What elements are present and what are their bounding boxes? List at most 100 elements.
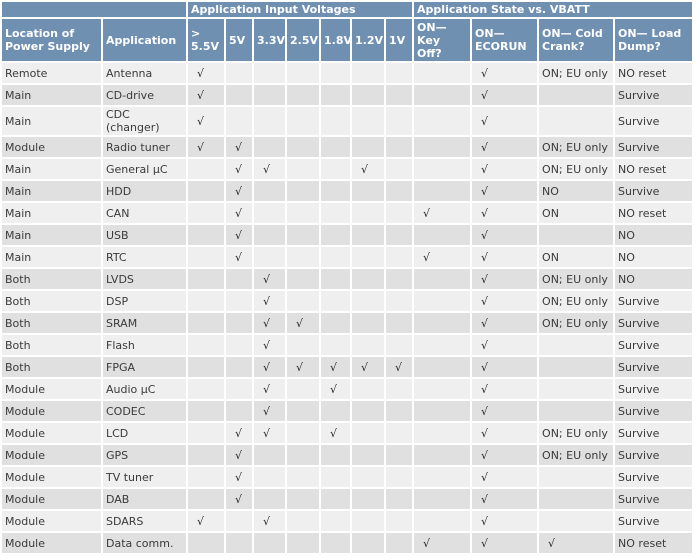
cell-v-2-5 [285, 531, 321, 555]
cell-v-1-2 [350, 223, 386, 247]
cell-key-off [412, 443, 473, 467]
cell-location: Both [0, 267, 103, 291]
cell-v-3-3 [252, 105, 287, 137]
cell-key-off [412, 135, 473, 159]
cell-application: USB [101, 223, 188, 247]
cell-v-3-3 [252, 531, 287, 555]
check-icon: √ [224, 201, 254, 225]
check-icon: √ [470, 61, 540, 85]
cell-v-5 [224, 509, 254, 533]
cell-cold-crank: ON; EU only [537, 311, 616, 335]
cell-v-1-2 [350, 105, 386, 137]
cell-location: Module [0, 421, 103, 445]
check-icon: √ [224, 135, 254, 159]
cell-key-off [412, 179, 473, 203]
cell-application: DSP [101, 289, 188, 313]
cell-cold-crank [537, 105, 616, 137]
cell-v-gt-5-5 [186, 311, 226, 335]
table-row: Both DSP √ √ ON; EU only Survive [0, 289, 695, 313]
cell-key-off [412, 465, 473, 489]
column-header-v-2-5: 2.5V [285, 17, 321, 63]
cell-v-1-2 [350, 377, 386, 401]
cell-v-1-8 [319, 105, 352, 137]
cell-v-1-8 [319, 61, 352, 85]
cell-location: Module [0, 377, 103, 401]
cell-key-off [412, 487, 473, 511]
check-icon: √ [224, 245, 254, 269]
check-icon: √ [470, 443, 540, 467]
check-icon: √ [252, 157, 287, 181]
cell-v-1-8 [319, 267, 352, 291]
cell-v-gt-5-5 [186, 355, 226, 379]
cell-load-dump: Survive [613, 421, 695, 445]
cell-v-5 [224, 105, 254, 137]
cell-cold-crank [537, 509, 616, 533]
cell-v-1-8 [319, 223, 352, 247]
table-row: Module CODEC √ √ Survive [0, 399, 695, 423]
cell-v-gt-5-5 [186, 289, 226, 313]
cell-v-2-5 [285, 289, 321, 313]
cell-application: CODEC [101, 399, 188, 423]
check-icon: √ [470, 465, 540, 489]
cell-v-5 [224, 399, 254, 423]
column-header-cold-crank: ON— Cold Crank? [537, 17, 616, 63]
cell-v-2-5 [285, 377, 321, 401]
cell-application: TV tuner [101, 465, 188, 489]
check-icon: √ [252, 355, 287, 379]
check-icon: √ [186, 509, 226, 533]
cell-application: Data comm. [101, 531, 188, 555]
cell-location: Main [0, 157, 103, 181]
cell-v-5 [224, 267, 254, 291]
cell-v-3-3 [252, 61, 287, 85]
cell-key-off [412, 509, 473, 533]
cell-cold-crank: ON [537, 245, 616, 269]
cell-key-off [412, 157, 473, 181]
cell-v-2-5 [285, 245, 321, 269]
cell-v-5 [224, 61, 254, 85]
cell-location: Module [0, 135, 103, 159]
table-row: Remote Antenna √ √ ON; EU only NO reset [0, 61, 695, 85]
cell-location: Main [0, 179, 103, 203]
cell-v-1 [383, 157, 415, 181]
cell-load-dump: Survive [613, 83, 695, 107]
cell-location: Main [0, 105, 103, 137]
column-header-application: Application [101, 17, 188, 63]
cell-load-dump: NO [613, 267, 695, 291]
cell-load-dump: Survive [613, 105, 695, 137]
table-row: Main CDC (changer) √ √ Survive [0, 105, 695, 137]
cell-application: DAB [101, 487, 188, 511]
cell-v-gt-5-5 [186, 201, 226, 225]
cell-v-1-8 [319, 135, 352, 159]
cell-v-1 [383, 531, 415, 555]
cell-load-dump: Survive [613, 311, 695, 335]
cell-load-dump: Survive [613, 355, 695, 379]
check-icon: √ [186, 135, 226, 159]
cell-v-1 [383, 333, 415, 357]
cell-key-off [412, 223, 473, 247]
check-icon: √ [470, 333, 540, 357]
table-row: Module GPS √ √ ON; EU only Survive [0, 443, 695, 467]
check-icon: √ [252, 267, 287, 291]
check-icon: √ [470, 267, 540, 291]
column-header-v-5: 5V [224, 17, 254, 63]
table-row: Both SRAM √ √ √ ON; EU only Survive [0, 311, 695, 335]
column-header-v-gt-5-5: > 5.5V [186, 17, 226, 63]
cell-v-1-8 [319, 531, 352, 555]
cell-load-dump: Survive [613, 289, 695, 313]
cell-v-5 [224, 289, 254, 313]
cell-location: Module [0, 509, 103, 533]
cell-v-3-3 [252, 487, 287, 511]
cell-v-gt-5-5 [186, 333, 226, 357]
column-header-v-3-3: 3.3V [252, 17, 287, 63]
cell-v-2-5 [285, 135, 321, 159]
cell-v-1-8 [319, 201, 352, 225]
table-row: Main CD-drive √ √ Survive [0, 83, 695, 107]
cell-v-1-2 [350, 465, 386, 489]
cell-location: Module [0, 399, 103, 423]
cell-v-1-2 [350, 443, 386, 467]
check-icon: √ [470, 201, 540, 225]
check-icon: √ [470, 421, 540, 445]
cell-v-1 [383, 289, 415, 313]
cell-cold-crank: ON; EU only [537, 443, 616, 467]
cell-application: Antenna [101, 61, 188, 85]
